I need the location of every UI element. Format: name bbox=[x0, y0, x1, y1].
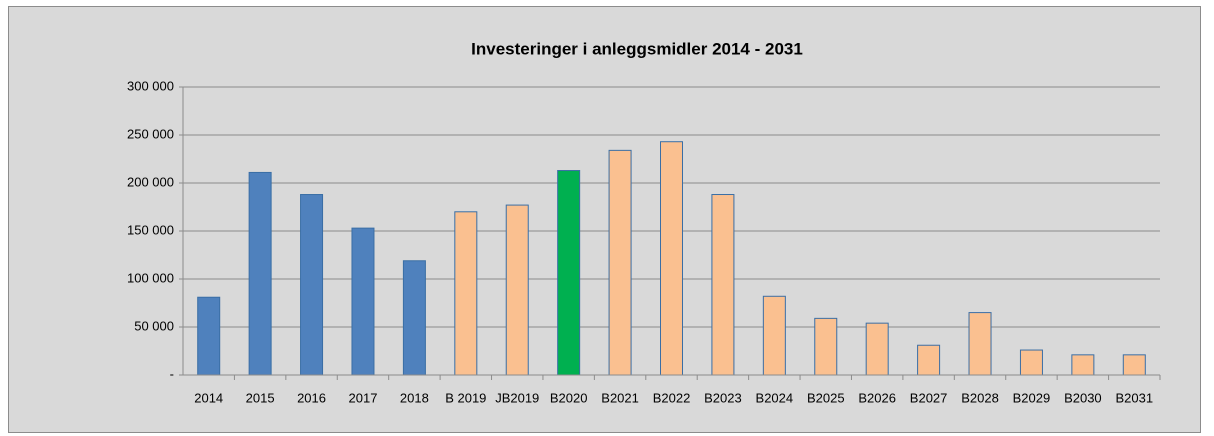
x-tick-label: B2020 bbox=[550, 390, 588, 405]
y-tick-label: 100 000 bbox=[127, 270, 174, 285]
x-tick-label: B2027 bbox=[910, 390, 948, 405]
x-tick-label: B2021 bbox=[601, 390, 639, 405]
bar bbox=[454, 211, 478, 376]
x-tick-label: B2023 bbox=[704, 390, 742, 405]
y-tick-label: 200 000 bbox=[127, 174, 174, 189]
bar bbox=[1019, 349, 1043, 376]
x-tick-label: JB2019 bbox=[495, 390, 539, 405]
bar bbox=[660, 141, 683, 376]
y-tick-label: - bbox=[170, 366, 174, 381]
bar bbox=[968, 312, 992, 376]
x-tick-label: 2016 bbox=[297, 390, 326, 405]
x-tick-label: B2031 bbox=[1115, 390, 1153, 405]
x-tick-label: B2024 bbox=[756, 390, 794, 405]
chart-title: Investeringer i anleggsmidler 2014 - 203… bbox=[471, 39, 803, 58]
x-tick-label: 2014 bbox=[194, 390, 223, 405]
bar bbox=[505, 204, 529, 376]
x-tick-label: B2030 bbox=[1064, 390, 1102, 405]
x-tick-label: B2026 bbox=[858, 390, 896, 405]
bar bbox=[1122, 354, 1146, 376]
bar bbox=[814, 317, 838, 376]
bar bbox=[917, 344, 941, 376]
y-tick-label: 300 000 bbox=[127, 78, 174, 93]
x-tick-label: 2018 bbox=[400, 390, 429, 405]
bar bbox=[248, 171, 272, 376]
x-tick-label: B2022 bbox=[653, 390, 691, 405]
bar bbox=[865, 322, 889, 376]
x-tick-label: 2015 bbox=[246, 390, 275, 405]
bar bbox=[557, 170, 581, 376]
bar bbox=[300, 194, 324, 376]
y-tick-label: 150 000 bbox=[127, 222, 174, 237]
bar bbox=[762, 295, 786, 376]
x-tick-label: B2029 bbox=[1013, 390, 1051, 405]
y-tick-label: 50 000 bbox=[134, 318, 174, 333]
bar bbox=[351, 227, 375, 376]
x-tick-label: B 2019 bbox=[445, 390, 486, 405]
bar bbox=[1071, 354, 1095, 376]
y-tick-label: 250 000 bbox=[127, 126, 174, 141]
bar bbox=[402, 260, 426, 376]
bar bbox=[608, 149, 632, 376]
x-tick-label: B2028 bbox=[961, 390, 999, 405]
x-tick-label: B2025 bbox=[807, 390, 845, 405]
x-tick-label: 2017 bbox=[349, 390, 378, 405]
bar bbox=[197, 296, 221, 376]
bar bbox=[711, 194, 735, 376]
